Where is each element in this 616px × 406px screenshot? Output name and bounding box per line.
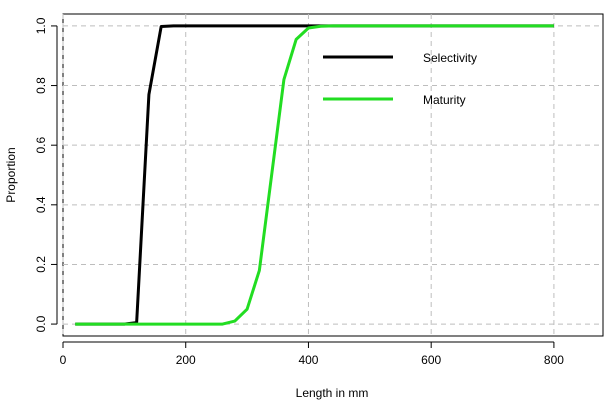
- y-axis: 0.0 0.2 0.4 0.6 0.8 1.0: [34, 17, 58, 332]
- series-line-maturity: [75, 24, 554, 326]
- legend-label-selectivity: Selectivity: [423, 51, 477, 65]
- grid: [62, 14, 603, 336]
- y-tick-label: 0.0: [34, 315, 48, 332]
- plot-frame: [62, 13, 604, 337]
- y-axis-title: Proportion: [4, 147, 18, 202]
- legend-label-maturity: Maturity: [423, 93, 466, 107]
- x-tick-label: 600: [421, 353, 441, 367]
- x-tick-label: 200: [176, 353, 196, 367]
- x-tick-label: 0: [60, 353, 67, 367]
- y-tick-label: 0.8: [34, 77, 48, 94]
- y-tick-label: 0.2: [34, 256, 48, 273]
- x-tick-label: 800: [544, 353, 564, 367]
- legend: Selectivity Maturity: [323, 51, 477, 107]
- x-axis: 0 200 400 600 800: [60, 341, 564, 367]
- series-group: [75, 24, 554, 326]
- x-tick-label: 400: [298, 353, 318, 367]
- y-tick-label: 0.6: [34, 137, 48, 154]
- y-tick-label: 1.0: [34, 17, 48, 34]
- x-axis-title: Length in mm: [296, 386, 369, 400]
- series-line-selectivity: [75, 24, 554, 326]
- y-tick-label: 0.4: [34, 196, 48, 213]
